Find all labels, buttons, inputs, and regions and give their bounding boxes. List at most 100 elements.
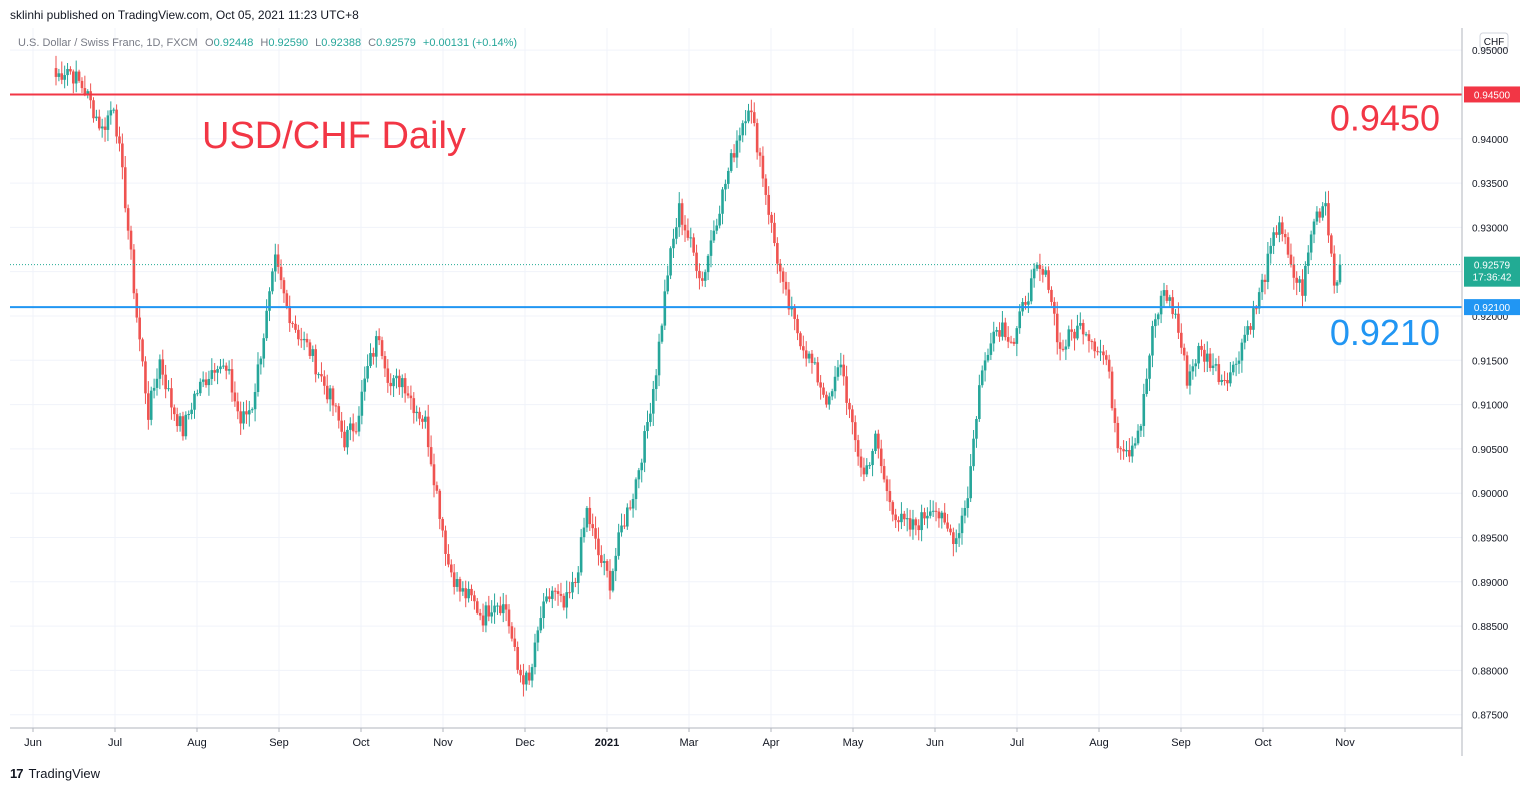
candle — [216, 365, 219, 385]
candle — [1249, 322, 1252, 335]
candle — [698, 263, 701, 290]
candle — [816, 356, 820, 386]
candle-body — [1087, 334, 1091, 342]
candle-body — [1191, 366, 1195, 372]
candle — [138, 305, 141, 352]
candle-body — [415, 411, 418, 414]
candle — [1315, 206, 1319, 225]
candle-body — [207, 378, 211, 386]
price-tick-label: 0.88500 — [1472, 622, 1509, 633]
candle-body — [490, 612, 493, 617]
candle-body — [198, 381, 202, 394]
candle — [1234, 357, 1238, 377]
candle-body — [735, 140, 739, 158]
candle — [851, 405, 854, 435]
currency-badge[interactable]: CHF — [1479, 32, 1509, 50]
candle-body — [516, 646, 519, 670]
candle-body — [1113, 408, 1117, 423]
candle — [1240, 338, 1244, 373]
candle-body — [1099, 351, 1102, 353]
candle-body — [507, 609, 511, 627]
candle-body — [914, 519, 918, 526]
time-tick-label: Jun — [926, 737, 944, 749]
price-chart[interactable]: 0.9450 0.9210 U.S. Dollar / Swiss Franc, … — [0, 0, 1536, 760]
time-tick-label: Sep — [1171, 737, 1191, 749]
candle — [248, 400, 251, 427]
candle-body — [995, 330, 998, 332]
candle-body — [911, 519, 915, 530]
candle-body — [865, 465, 869, 475]
candle-body — [1188, 371, 1192, 386]
footer-brand[interactable]: 17 TradingView — [10, 766, 100, 781]
candle-body — [631, 499, 635, 509]
candle — [1027, 292, 1030, 313]
candle-body — [299, 339, 303, 341]
candle — [1087, 330, 1091, 353]
candle-body — [77, 71, 81, 81]
candle — [995, 326, 998, 337]
candle — [262, 333, 266, 368]
candle — [1269, 237, 1273, 264]
candle-body — [651, 389, 655, 414]
candle-body — [334, 405, 338, 407]
candle — [164, 364, 167, 399]
candle — [123, 155, 127, 213]
candle-body — [323, 376, 326, 386]
candle-body — [308, 342, 312, 356]
candle — [1280, 216, 1284, 242]
candle-body — [447, 553, 450, 565]
candle — [937, 507, 941, 528]
candle — [100, 118, 104, 138]
candle-body — [758, 152, 762, 156]
candle — [481, 603, 485, 632]
candle — [701, 271, 704, 287]
candle — [475, 597, 479, 615]
candle-body — [69, 68, 72, 72]
candle — [571, 571, 574, 600]
candle — [1038, 253, 1042, 282]
candle — [1067, 325, 1071, 350]
candle-body — [793, 307, 796, 319]
candle — [259, 356, 263, 375]
candle — [144, 356, 147, 404]
candle-body — [314, 349, 317, 375]
candle — [969, 454, 972, 502]
candle-body — [216, 369, 219, 373]
candle-body — [253, 391, 257, 410]
candle-body — [92, 100, 95, 119]
candle — [943, 503, 947, 525]
candle-body — [1064, 346, 1068, 350]
candle — [920, 504, 923, 542]
candle-body — [268, 291, 271, 311]
candle-body — [458, 579, 462, 592]
symbol-info: U.S. Dollar / Swiss Franc, 1D, FXCM — [18, 37, 198, 49]
candle-body — [643, 431, 646, 463]
candle-body — [1104, 355, 1108, 360]
candle — [69, 66, 72, 75]
candle-body — [614, 555, 618, 572]
candle-body — [1295, 277, 1299, 283]
candle-body — [1309, 234, 1313, 253]
candle — [1312, 218, 1316, 244]
candle-body — [1237, 360, 1241, 364]
candle — [1194, 359, 1198, 377]
candle — [331, 385, 335, 416]
candle — [946, 513, 949, 532]
candle — [57, 68, 61, 82]
candle — [894, 508, 897, 529]
candle-body — [680, 203, 684, 225]
candle-body — [132, 249, 136, 294]
candle-body — [178, 416, 182, 427]
candle-body — [83, 88, 87, 95]
candle-body — [484, 605, 488, 626]
candle-body — [317, 374, 320, 376]
time-tick-label: Apr — [762, 737, 779, 749]
candle-body — [1315, 211, 1319, 222]
candle-body — [773, 222, 776, 244]
candle — [452, 564, 456, 595]
candle — [934, 502, 938, 522]
candle-body — [856, 440, 860, 457]
candle-body — [86, 91, 90, 95]
candle-body — [695, 252, 698, 271]
candle — [184, 411, 188, 440]
